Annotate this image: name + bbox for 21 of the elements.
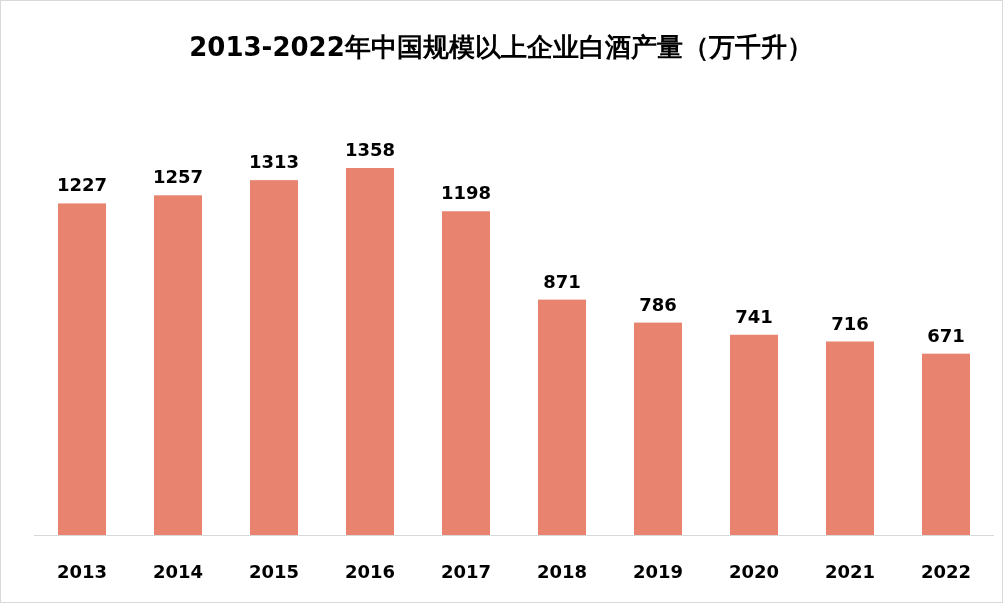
data-label: 786 [639,293,677,315]
chart-title: 2013-2022年中国规模以上企业白酒产量（万千升） [189,32,813,62]
x-tick-label: 2020 [728,561,780,582]
data-label: 741 [735,305,773,327]
x-tick-label: 2021 [824,561,876,582]
data-label: 1257 [152,166,204,188]
data-label: 1358 [344,139,396,160]
data-label: 871 [543,270,581,292]
x-tick-label: 2016 [344,561,396,582]
x-tick-label: 2022 [920,561,972,582]
x-tick-label: 2018 [536,561,588,582]
x-tick-label: 2017 [440,561,492,582]
data-label: 1227 [56,174,108,196]
data-label: 716 [831,312,869,334]
x-tick-label: 2015 [248,561,300,582]
x-tick-label: 2013 [56,561,108,582]
x-tick-label: 2014 [152,561,204,582]
data-label: 1198 [440,182,492,204]
data-label: 671 [927,324,965,346]
x-tick-label: 2019 [632,561,684,582]
data-label: 1313 [248,151,300,173]
